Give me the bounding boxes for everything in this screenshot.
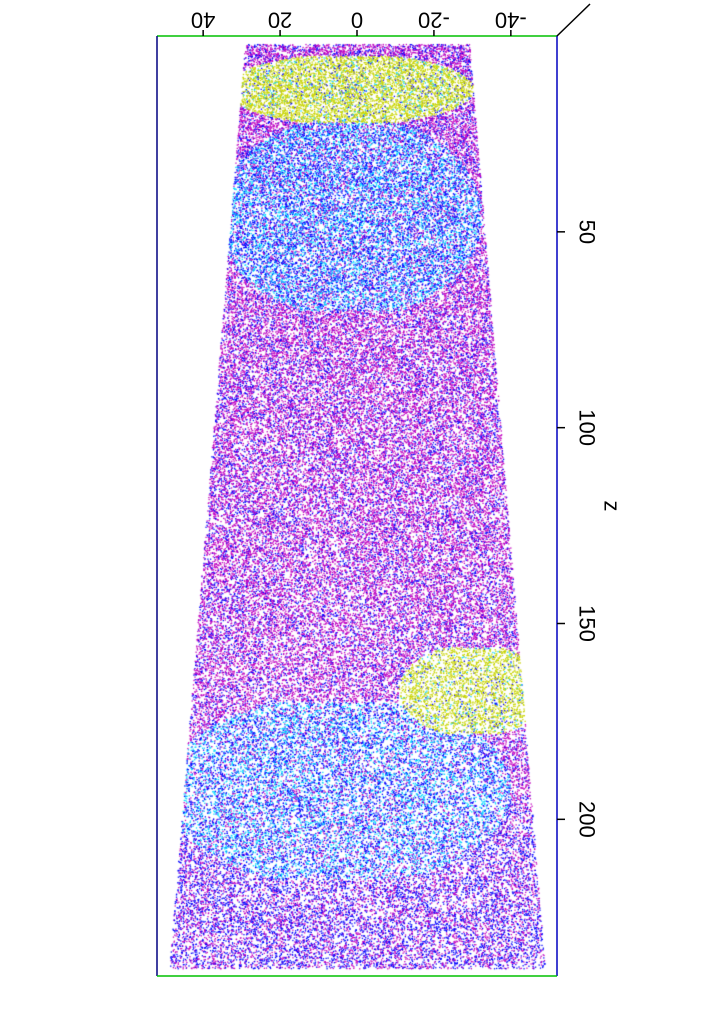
corner-diagonal <box>557 4 590 36</box>
y-tick-label: 20 <box>268 7 292 32</box>
z-axis-ticks: 50 100 150 200 <box>557 220 599 838</box>
y-axis-ticks: 40 20 0 -20 -40 <box>191 7 527 36</box>
y-tick-label: 0 <box>351 7 363 32</box>
z-axis-title: z <box>599 501 624 512</box>
y-tick-label: -40 <box>495 7 527 32</box>
z-tick-label: 150 <box>574 605 599 642</box>
y-tick-label: -20 <box>418 7 450 32</box>
z-tick-label: 50 <box>574 220 599 244</box>
z-tick-label: 100 <box>574 409 599 446</box>
z-tick-label: 200 <box>574 801 599 838</box>
y-tick-label: 40 <box>191 7 215 32</box>
